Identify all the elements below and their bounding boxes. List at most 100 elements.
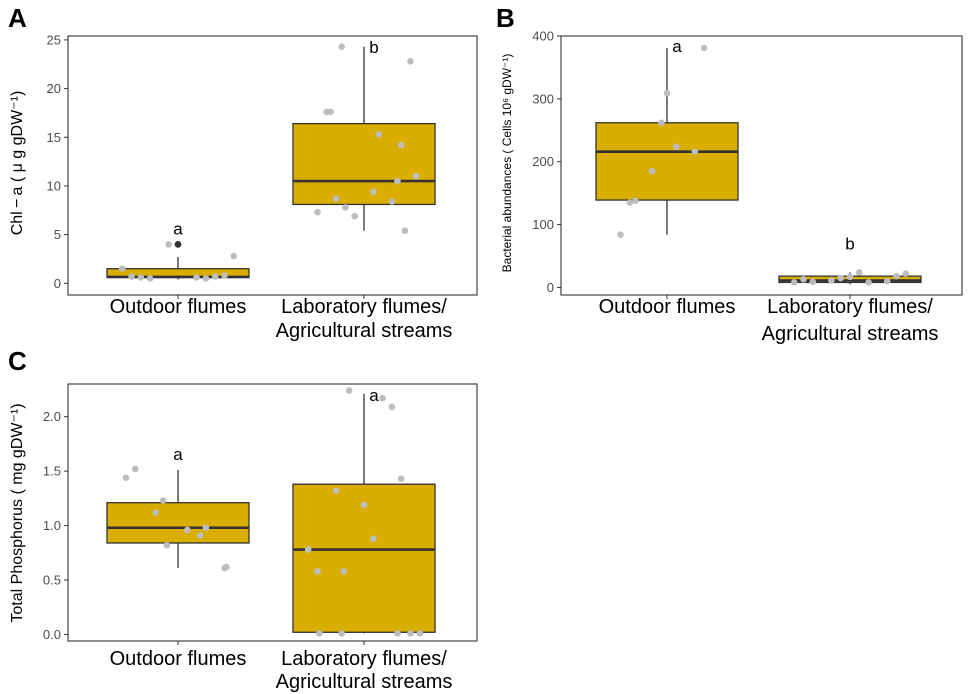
data-point: [197, 532, 204, 539]
data-point: [345, 387, 353, 394]
y-tick-label: 100: [532, 217, 554, 232]
plot-frame: [67, 383, 478, 642]
panel-b: B Bacterial abundances ( Cells 10⁶ gDW⁻¹…: [496, 3, 963, 345]
panel-a: A Chl − a ( μ g gDW⁻¹) 0 5 10 15 20 25 a b Outdo…: [8, 3, 478, 342]
data-point: [221, 272, 228, 279]
data-point: [902, 270, 910, 277]
data-point: [388, 198, 396, 205]
y-tick-label: 0.0: [43, 627, 61, 642]
data-point: [152, 509, 159, 516]
box: [292, 122, 436, 206]
data-point: [663, 89, 671, 97]
significance-letter: b: [369, 38, 378, 57]
panel-letter-b: B: [496, 3, 515, 33]
data-point: [223, 563, 230, 571]
data-point: [332, 195, 340, 202]
y-tick-label: 300: [532, 91, 554, 106]
data-point: [165, 241, 172, 248]
significance-letter: b: [845, 234, 854, 253]
data-point: [146, 275, 154, 282]
data-point: [700, 44, 708, 52]
plot-frame: [67, 35, 478, 296]
category-label: Laboratory flumes/: [281, 648, 447, 670]
data-point: [338, 43, 345, 51]
y-tick-label: 5: [54, 227, 61, 242]
data-point: [673, 143, 680, 150]
box: [595, 122, 739, 201]
data-point: [340, 568, 347, 575]
y-tick-label: 200: [532, 154, 554, 169]
data-point: [370, 535, 377, 542]
data-point: [327, 108, 334, 116]
data-point: [394, 630, 401, 637]
category-label: Laboratory flumes/: [767, 296, 933, 318]
data-point: [137, 274, 145, 281]
data-point: [407, 58, 414, 65]
data-point: [316, 630, 323, 637]
data-point: [837, 274, 844, 282]
data-point: [370, 188, 377, 196]
y-tick-label: 15: [47, 130, 61, 145]
data-point: [407, 630, 414, 637]
data-point: [211, 273, 219, 280]
box: [106, 502, 250, 544]
significance-letter: a: [173, 219, 183, 238]
panel-letter-a: A: [8, 3, 27, 33]
data-point: [193, 274, 200, 281]
data-point: [375, 131, 383, 138]
data-point: [401, 227, 409, 235]
significance-letter: a: [369, 386, 379, 405]
data-point: [809, 278, 817, 286]
y-tick-label: 400: [532, 29, 554, 44]
category-label: Laboratory flumes/: [281, 296, 447, 318]
data-point: [332, 487, 340, 495]
y-tick-label: 0.5: [43, 573, 61, 588]
data-point: [893, 272, 900, 280]
data-point: [883, 277, 891, 285]
data-point: [379, 394, 386, 402]
data-point: [338, 630, 345, 637]
y-axis-title: Chl − a ( μ g gDW⁻¹): [9, 91, 26, 236]
y-tick-label: 2.0: [43, 409, 61, 424]
data-point: [617, 231, 624, 238]
outlier-point: [174, 240, 182, 248]
data-point: [394, 177, 401, 185]
category-label: Outdoor flumes: [110, 648, 247, 670]
y-tick-label: 0: [54, 276, 61, 291]
plot-frame: [560, 35, 963, 296]
category-label: Agricultural streams: [276, 320, 453, 342]
data-point: [626, 199, 634, 206]
data-point: [314, 568, 321, 575]
data-point: [846, 273, 854, 281]
data-point: [304, 546, 312, 553]
y-tick-label: 1.5: [43, 464, 61, 479]
y-tick-label: 20: [47, 81, 61, 96]
data-point: [800, 275, 807, 283]
y-tick-label: 1.0: [43, 518, 61, 533]
data-point: [828, 277, 835, 284]
data-point: [691, 148, 699, 155]
data-point: [122, 474, 130, 481]
data-point: [397, 141, 405, 149]
data-point: [351, 212, 359, 220]
data-point: [202, 524, 210, 532]
data-point: [856, 269, 863, 276]
data-point: [416, 630, 424, 637]
data-point: [184, 526, 191, 534]
category-label: Outdoor flumes: [110, 296, 247, 318]
data-point: [163, 541, 171, 549]
data-point: [118, 265, 126, 273]
data-point: [865, 279, 872, 286]
category-label: Agricultural streams: [276, 671, 453, 693]
y-axis-title: Bacterial abundances ( Cells 10⁶ gDW⁻¹): [500, 54, 514, 273]
panel-letter-c: C: [8, 346, 27, 376]
data-point: [412, 172, 420, 180]
data-point: [128, 273, 135, 280]
y-axis-title: Total Phosphorus ( mg gDW⁻¹): [9, 403, 26, 622]
data-point: [397, 475, 405, 483]
category-label: Outdoor flumes: [599, 296, 736, 318]
data-point: [202, 275, 210, 282]
y-tick-label: 0: [547, 280, 554, 295]
data-point: [790, 279, 798, 286]
